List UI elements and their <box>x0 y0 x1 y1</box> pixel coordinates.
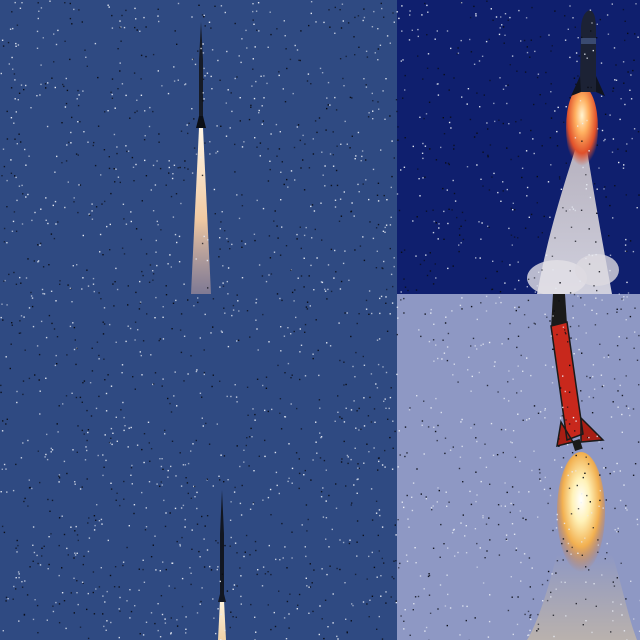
rocket-ascending-icon <box>0 0 397 294</box>
smoke-puff <box>575 254 619 286</box>
rocket-fins <box>571 76 605 96</box>
rocket-band <box>581 38 596 44</box>
rocket-body <box>218 490 226 602</box>
sky <box>0 294 397 640</box>
panel-top-right <box>397 0 640 294</box>
panel-top-left <box>0 0 397 294</box>
exhaust-trail <box>218 600 226 640</box>
rocket-body <box>576 10 600 92</box>
panel-bottom-right <box>397 294 640 640</box>
red-rocket-flame-icon <box>397 294 640 640</box>
rocket-flame <box>566 86 598 170</box>
rocket-launch-smoke-icon <box>397 0 640 294</box>
rocket-nozzle <box>571 438 583 451</box>
rocket-flame <box>557 452 605 572</box>
rocket-distant-icon <box>0 294 397 640</box>
rocket-body <box>551 322 583 440</box>
rocket-outline <box>550 321 584 442</box>
smoke-plume <box>527 554 637 640</box>
panel-bottom-left <box>0 294 397 640</box>
rocket-body <box>197 22 205 128</box>
rocket-fins <box>196 116 206 128</box>
rocket-nose <box>551 294 567 328</box>
smoke-puff <box>527 260 587 294</box>
exhaust-trail <box>191 128 211 294</box>
